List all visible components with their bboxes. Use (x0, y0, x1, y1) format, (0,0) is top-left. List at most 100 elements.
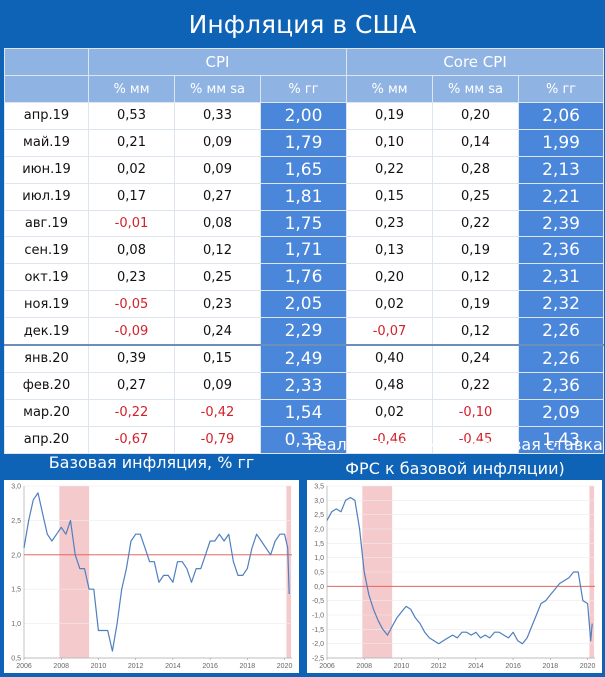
x-tick-label: 2008 (53, 663, 69, 670)
y-tick-label: 1,0 (11, 621, 21, 628)
core-inflation-chart: 0,5 1,0 1,5 2,0 2,5 3,0 2006 2008 2010 2012 2014 20… (4, 480, 299, 673)
x-tick-label: 2006 (319, 663, 335, 670)
column-header: % мм (347, 76, 433, 103)
cell-cpi-mm: 0,53 (89, 103, 175, 130)
row-month: апр.20 (5, 426, 89, 453)
inflation-table: CPI Core CPI % мм % мм sa % гг % мм % мм… (4, 48, 604, 454)
cell-cpi-yy: 1,76 (261, 264, 347, 291)
cell-cpi-mm: 0,27 (89, 372, 175, 399)
cell-cpi-mm: -0,22 (89, 399, 175, 426)
cell-cpi-yy: 2,00 (261, 103, 347, 130)
cell-cpi-mm: -0,01 (89, 210, 175, 237)
x-tick-label: 2016 (505, 663, 521, 670)
cell-cpi-yy: 1,54 (261, 399, 347, 426)
x-tick-label: 2006 (16, 663, 32, 670)
cell-cpi-yy: 1,81 (261, 183, 347, 210)
cell-cpi-yy: 2,29 (261, 318, 347, 345)
cell-core-yy: 2,36 (519, 237, 604, 264)
x-tick-label: 2010 (394, 663, 410, 670)
cell-core-mmsa: 0,19 (433, 291, 519, 318)
cell-cpi-mm: -0,67 (89, 426, 175, 453)
cell-cpi-mmsa: -0,42 (175, 399, 261, 426)
table-body: апр.19 0,53 0,33 2,00 0,19 0,20 2,06 май.19 0,21… (5, 103, 604, 454)
table-row: авг.19 -0,01 0,08 1,75 0,23 0,22 2,39 (5, 210, 604, 237)
cell-core-mm: 0,22 (347, 156, 433, 183)
cell-cpi-mmsa: 0,25 (175, 264, 261, 291)
y-tick-label: 0,5 (11, 656, 21, 663)
cell-core-yy: 2,21 (519, 183, 604, 210)
cell-core-yy: 2,09 (519, 399, 604, 426)
y-tick-label: 2,5 (314, 512, 324, 519)
row-month: мар.20 (5, 399, 89, 426)
x-tick-label: 2010 (91, 663, 107, 670)
y-tick-label: 1,5 (11, 587, 21, 594)
cell-cpi-mm: 0,02 (89, 156, 175, 183)
cell-cpi-mmsa: 0,08 (175, 210, 261, 237)
cell-core-mmsa: 0,22 (433, 210, 519, 237)
cell-cpi-mm: 0,17 (89, 183, 175, 210)
row-month: июн.19 (5, 156, 89, 183)
row-month: ноя.19 (5, 291, 89, 318)
y-tick-label: 0,0 (314, 584, 324, 591)
cell-core-yy: 2,13 (519, 156, 604, 183)
cell-cpi-mmsa: 0,15 (175, 345, 261, 372)
y-tick-label: 3,0 (314, 498, 324, 505)
cell-core-mmsa: 0,19 (433, 237, 519, 264)
chart-caption-real-rate-line1: Реальная ставка (ключевая ставка (305, 434, 605, 456)
cell-core-mmsa: 0,28 (433, 156, 519, 183)
y-tick-label: 3,0 (11, 484, 21, 491)
table-row: апр.19 0,53 0,33 2,00 0,19 0,20 2,06 (5, 103, 604, 130)
table-row: июн.19 0,02 0,09 1,65 0,22 0,28 2,13 (5, 156, 604, 183)
cell-cpi-mmsa: 0,09 (175, 156, 261, 183)
real-rate-chart-svg: 3,53,02,52,01,51,00,50,0-0,5-1,0-1,5-2,0… (307, 480, 602, 673)
cell-core-yy: 2,32 (519, 291, 604, 318)
cell-cpi-mmsa: 0,09 (175, 129, 261, 156)
row-month: янв.20 (5, 345, 89, 372)
y-tick-label: -1,5 (312, 627, 324, 634)
cell-core-mm: 0,40 (347, 345, 433, 372)
cell-core-mm: 0,20 (347, 264, 433, 291)
cell-cpi-mm: -0,09 (89, 318, 175, 345)
cell-cpi-mm: 0,39 (89, 345, 175, 372)
cell-core-yy: 2,06 (519, 103, 604, 130)
y-tick-label: 2,5 (11, 518, 21, 525)
cell-core-yy: 2,39 (519, 210, 604, 237)
cell-cpi-mmsa: 0,33 (175, 103, 261, 130)
column-header: % гг (261, 76, 347, 103)
cell-core-yy: 1,99 (519, 129, 604, 156)
x-tick-label: 2020 (580, 663, 596, 670)
x-tick-label: 2012 (431, 663, 447, 670)
cell-core-mm: 0,15 (347, 183, 433, 210)
x-tick-label: 2012 (128, 663, 144, 670)
y-tick-label: -1,0 (312, 613, 324, 620)
row-month: май.19 (5, 129, 89, 156)
column-header-row: % мм % мм sa % гг % мм % мм sa % гг (5, 76, 604, 103)
table-row: ноя.19 -0,05 0,23 2,05 0,02 0,19 2,32 (5, 291, 604, 318)
x-tick-label: 2020 (277, 663, 293, 670)
row-month: апр.19 (5, 103, 89, 130)
cell-core-yy: 2,36 (519, 372, 604, 399)
cell-cpi-mmsa: 0,27 (175, 183, 261, 210)
table-row: фев.20 0,27 0,09 2,33 0,48 0,22 2,36 (5, 372, 604, 399)
cell-cpi-mmsa: 0,24 (175, 318, 261, 345)
y-tick-label: 1,0 (314, 555, 324, 562)
cell-core-yy: 2,26 (519, 345, 604, 372)
cell-cpi-mm: 0,23 (89, 264, 175, 291)
cell-core-mmsa: 0,24 (433, 345, 519, 372)
x-tick-label: 2008 (356, 663, 372, 670)
table-row: окт.19 0,23 0,25 1,76 0,20 0,12 2,31 (5, 264, 604, 291)
cell-cpi-mmsa: 0,23 (175, 291, 261, 318)
group-header-core-cpi: Core CPI (347, 49, 604, 76)
x-tick-label: 2018 (240, 663, 256, 670)
cell-cpi-yy: 1,65 (261, 156, 347, 183)
column-header: % мм (89, 76, 175, 103)
row-month: фев.20 (5, 372, 89, 399)
cell-core-mm: 0,02 (347, 399, 433, 426)
cell-cpi-yy: 1,79 (261, 129, 347, 156)
cell-cpi-mmsa: 0,12 (175, 237, 261, 264)
cell-cpi-yy: 2,05 (261, 291, 347, 318)
x-tick-label: 2014 (165, 663, 181, 670)
cell-cpi-mm: 0,08 (89, 237, 175, 264)
core-inflation-chart-svg: 0,51,01,52,02,53,02006 2008 2010 2012 2014 20… (4, 480, 299, 673)
cell-cpi-yy: 2,49 (261, 345, 347, 372)
